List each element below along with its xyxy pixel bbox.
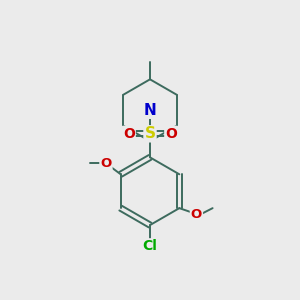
Text: N: N [144, 103, 156, 118]
Text: O: O [165, 127, 177, 141]
Text: Cl: Cl [142, 239, 158, 253]
Text: O: O [123, 127, 135, 141]
Text: N: N [144, 103, 156, 118]
Text: S: S [145, 126, 155, 141]
Text: O: O [100, 157, 112, 169]
Text: O: O [191, 208, 202, 220]
